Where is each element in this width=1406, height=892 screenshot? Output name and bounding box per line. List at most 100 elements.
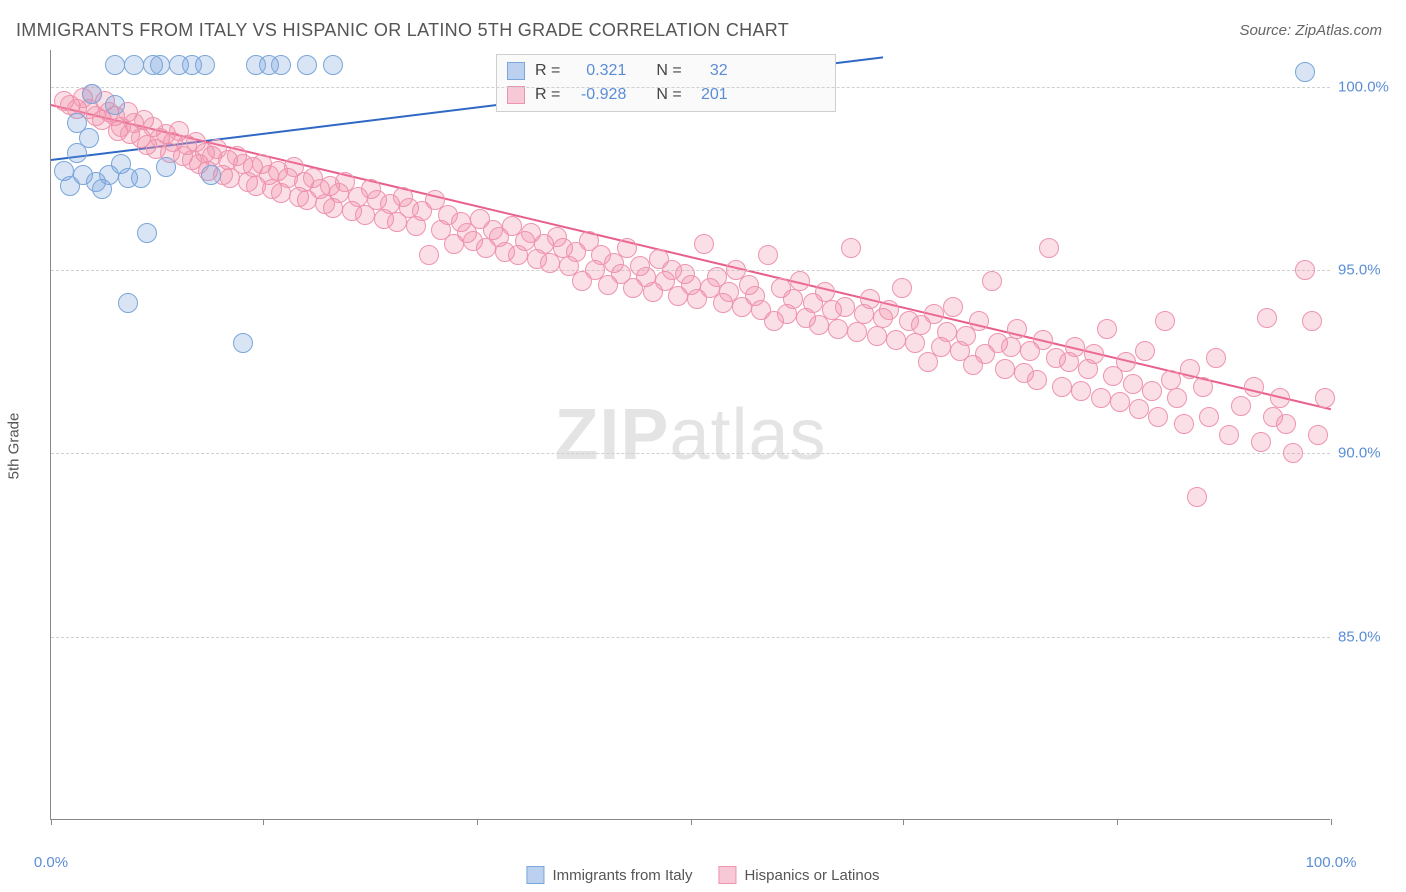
x-tick-label: 0.0% bbox=[34, 854, 68, 871]
stats-r-value: 0.321 bbox=[570, 62, 626, 80]
scatter-point bbox=[79, 128, 99, 148]
scatter-point bbox=[783, 289, 803, 309]
scatter-point bbox=[835, 297, 855, 317]
scatter-point bbox=[841, 238, 861, 258]
scatter-point bbox=[879, 300, 899, 320]
scatter-point bbox=[995, 359, 1015, 379]
scatter-point bbox=[1187, 487, 1207, 507]
scatter-point bbox=[1193, 377, 1213, 397]
scatter-point bbox=[118, 293, 138, 313]
scatter-point bbox=[201, 165, 221, 185]
scatter-point bbox=[847, 322, 867, 342]
scatter-point bbox=[886, 330, 906, 350]
scatter-point bbox=[758, 245, 778, 265]
legend-label: Hispanics or Latinos bbox=[744, 867, 879, 884]
scatter-point bbox=[137, 223, 157, 243]
scatter-point bbox=[1052, 377, 1072, 397]
scatter-point bbox=[1231, 396, 1251, 416]
stats-legend: R =0.321N =32R =-0.928N =201 bbox=[496, 54, 836, 112]
stats-r-value: -0.928 bbox=[570, 86, 626, 104]
scatter-point bbox=[1007, 319, 1027, 339]
stats-r-label: R = bbox=[535, 62, 560, 80]
scatter-point bbox=[892, 278, 912, 298]
scatter-point bbox=[828, 319, 848, 339]
scatter-point bbox=[1027, 370, 1047, 390]
scatter-point bbox=[1116, 352, 1136, 372]
x-tick-label: 100.0% bbox=[1306, 854, 1357, 871]
scatter-point bbox=[1283, 443, 1303, 463]
scatter-point bbox=[297, 55, 317, 75]
gridline-h bbox=[51, 87, 1330, 88]
scatter-point bbox=[924, 304, 944, 324]
scatter-point bbox=[905, 333, 925, 353]
source-label: Source: ZipAtlas.com bbox=[1239, 22, 1382, 39]
legend-swatch bbox=[507, 86, 525, 104]
x-tick bbox=[1331, 819, 1332, 825]
scatter-point bbox=[105, 95, 125, 115]
x-tick bbox=[51, 819, 52, 825]
scatter-point bbox=[937, 322, 957, 342]
scatter-point bbox=[1257, 308, 1277, 328]
y-tick-label: 90.0% bbox=[1338, 445, 1398, 462]
gridline-h bbox=[51, 453, 1330, 454]
scatter-point bbox=[815, 282, 835, 302]
scatter-point bbox=[1276, 414, 1296, 434]
scatter-point bbox=[1148, 407, 1168, 427]
legend-item: Immigrants from Italy bbox=[526, 866, 692, 884]
scatter-point bbox=[1219, 425, 1239, 445]
scatter-point bbox=[867, 326, 887, 346]
y-axis-title: 5th Grade bbox=[6, 413, 23, 480]
legend-swatch bbox=[526, 866, 544, 884]
scatter-point bbox=[1033, 330, 1053, 350]
legend-label: Immigrants from Italy bbox=[552, 867, 692, 884]
y-tick-label: 100.0% bbox=[1338, 78, 1398, 95]
scatter-point bbox=[982, 271, 1002, 291]
scatter-point bbox=[105, 55, 125, 75]
scatter-point bbox=[1142, 381, 1162, 401]
scatter-point bbox=[1155, 311, 1175, 331]
x-tick bbox=[903, 819, 904, 825]
stats-n-label: N = bbox=[656, 86, 681, 104]
scatter-point bbox=[790, 271, 810, 291]
scatter-point bbox=[1135, 341, 1155, 361]
scatter-point bbox=[1270, 388, 1290, 408]
stats-r-label: R = bbox=[535, 86, 560, 104]
stats-legend-row: R =0.321N =32 bbox=[507, 59, 825, 83]
scatter-point bbox=[1295, 260, 1315, 280]
x-tick bbox=[263, 819, 264, 825]
y-tick-label: 95.0% bbox=[1338, 262, 1398, 279]
scatter-point bbox=[271, 55, 291, 75]
scatter-point bbox=[1174, 414, 1194, 434]
legend-swatch bbox=[718, 866, 736, 884]
legend-swatch bbox=[507, 62, 525, 80]
scatter-point bbox=[419, 245, 439, 265]
scatter-point bbox=[860, 289, 880, 309]
x-tick bbox=[1117, 819, 1118, 825]
chart-title: IMMIGRANTS FROM ITALY VS HISPANIC OR LAT… bbox=[16, 20, 789, 41]
scatter-point bbox=[1161, 370, 1181, 390]
scatter-point bbox=[969, 311, 989, 331]
scatter-point bbox=[1110, 392, 1130, 412]
scatter-point bbox=[694, 234, 714, 254]
stats-n-value: 201 bbox=[692, 86, 728, 104]
scatter-point bbox=[1001, 337, 1021, 357]
scatter-point bbox=[233, 333, 253, 353]
x-tick bbox=[691, 819, 692, 825]
scatter-point bbox=[1180, 359, 1200, 379]
scatter-point bbox=[1244, 377, 1264, 397]
legend-bottom: Immigrants from Italy Hispanics or Latino… bbox=[526, 866, 879, 884]
scatter-point bbox=[617, 238, 637, 258]
plot-area: ZIPatlas R =0.321N =32R =-0.928N =201 85… bbox=[50, 50, 1330, 820]
scatter-point bbox=[1065, 337, 1085, 357]
stats-n-value: 32 bbox=[692, 62, 728, 80]
scatter-point bbox=[1097, 319, 1117, 339]
scatter-point bbox=[1308, 425, 1328, 445]
scatter-point bbox=[1123, 374, 1143, 394]
scatter-point bbox=[1091, 388, 1111, 408]
scatter-point bbox=[1199, 407, 1219, 427]
scatter-point bbox=[1084, 344, 1104, 364]
scatter-point bbox=[150, 55, 170, 75]
scatter-point bbox=[323, 55, 343, 75]
scatter-point bbox=[943, 297, 963, 317]
scatter-point bbox=[1302, 311, 1322, 331]
